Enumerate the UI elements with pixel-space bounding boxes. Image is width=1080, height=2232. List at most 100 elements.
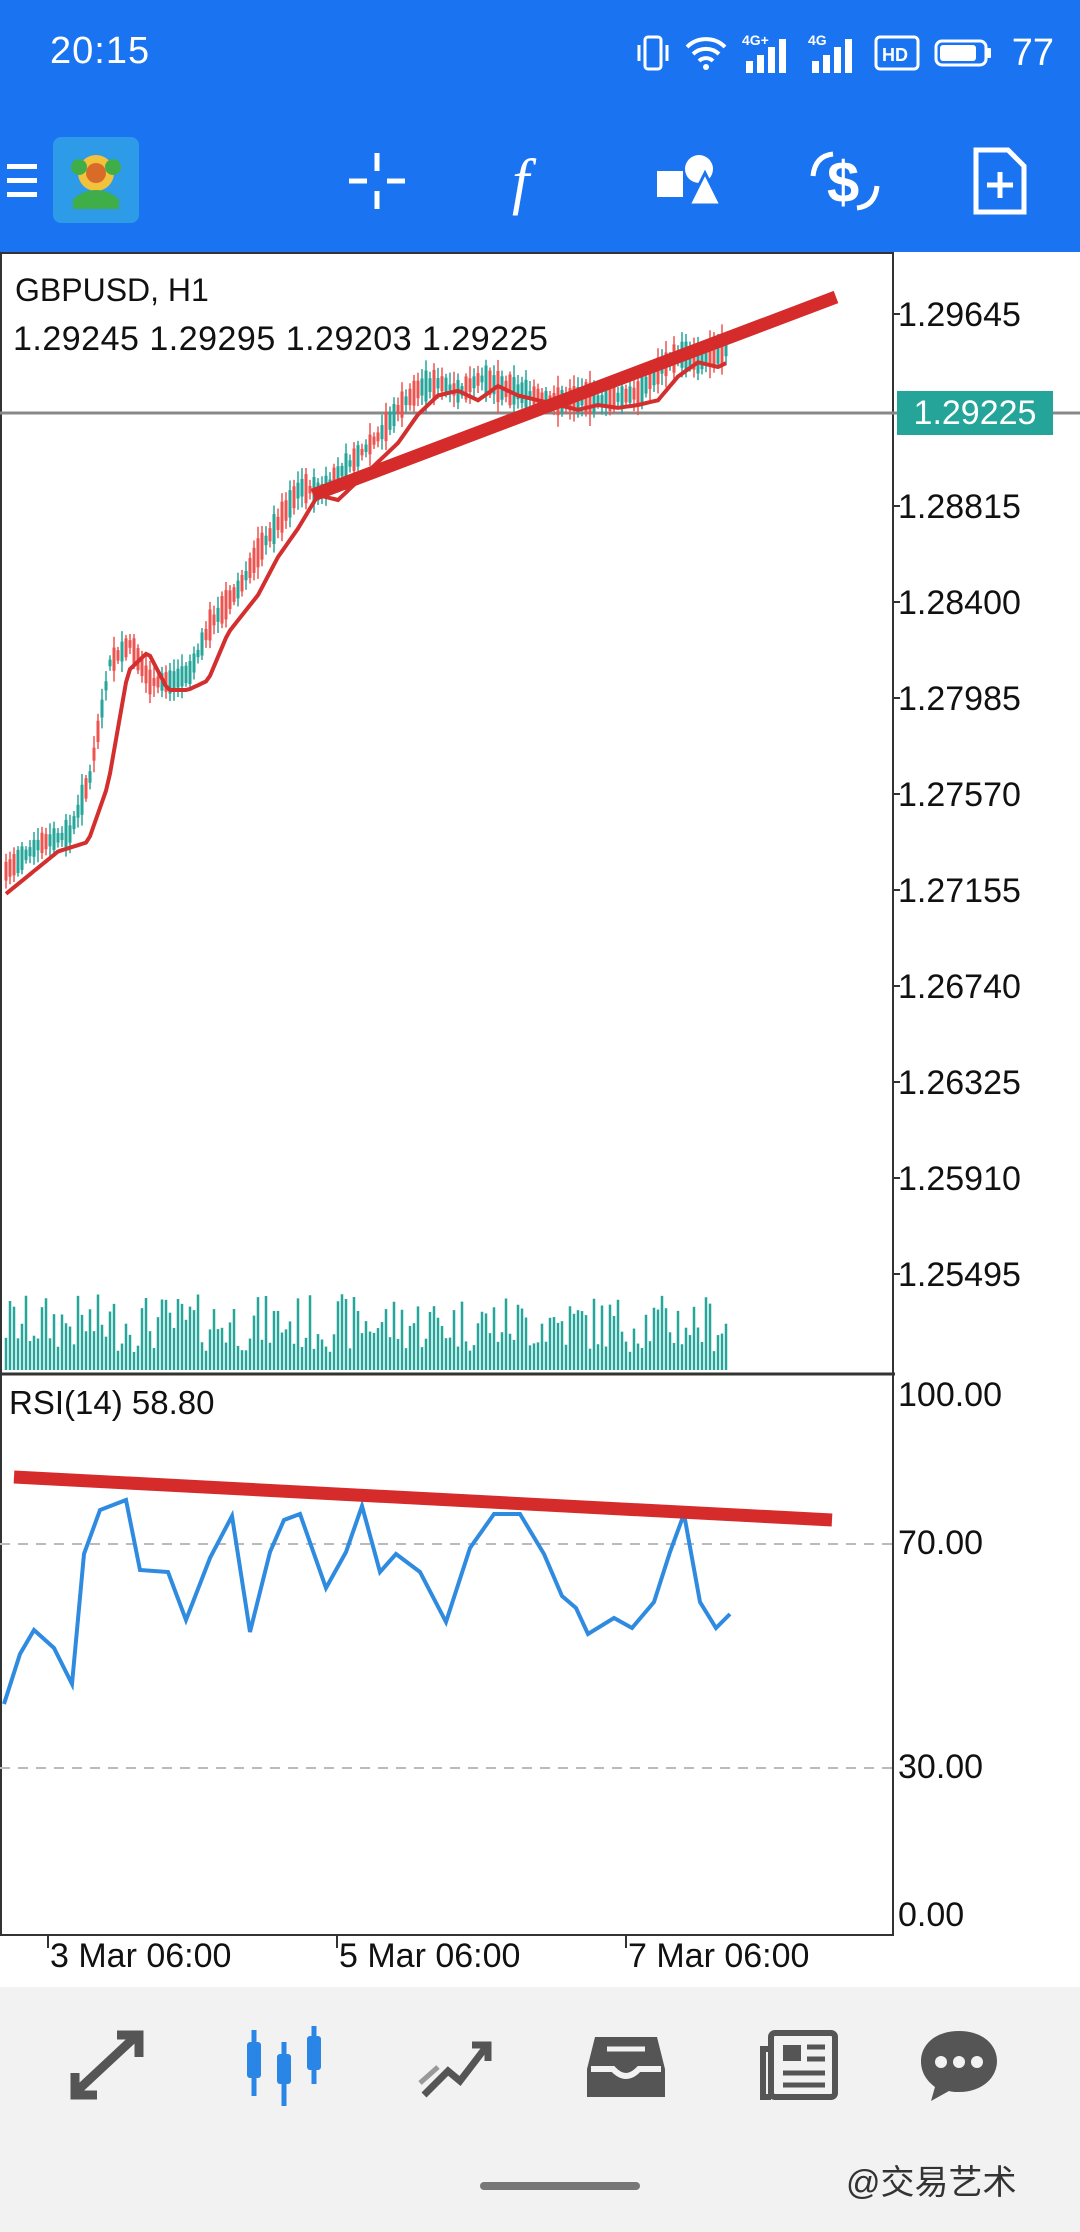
candle-body	[636, 381, 640, 405]
candle-body	[188, 661, 192, 684]
candle-body	[60, 832, 64, 841]
candle-body	[628, 386, 632, 403]
candle-body	[588, 382, 592, 415]
candle-body	[248, 558, 252, 578]
price-axis-label: 1.25495	[898, 1256, 1021, 1294]
candle-body	[92, 747, 96, 761]
candle-body	[36, 839, 40, 851]
candle-body	[624, 388, 628, 403]
inbox-nav-icon[interactable]	[571, 2015, 681, 2115]
candle-body	[400, 391, 404, 418]
home-indicator[interactable]	[480, 2182, 640, 2190]
candle-body	[436, 378, 440, 389]
candle-body	[544, 391, 548, 406]
svg-text:f: f	[512, 148, 537, 216]
candle-body	[356, 445, 360, 467]
candle-body	[212, 614, 216, 626]
candle-body	[184, 665, 188, 684]
candle-body	[24, 849, 28, 861]
rsi-divergence-trendline	[13, 1470, 833, 1527]
candle-body	[600, 395, 604, 405]
candle-body	[8, 859, 12, 877]
rsi-axis-label: 100.00	[898, 1376, 1002, 1414]
candle-body	[28, 847, 32, 857]
candle-body	[412, 380, 416, 406]
candle-body	[256, 538, 260, 568]
candle-body	[292, 486, 296, 509]
candle-body	[204, 628, 208, 641]
rsi-line	[2, 1497, 732, 1705]
candle-body	[340, 465, 344, 477]
candle-body	[540, 392, 544, 403]
candle-body	[208, 609, 212, 641]
bottom-navigation: @交易艺术	[0, 1987, 1080, 2232]
chart-nav-icon[interactable]	[228, 2015, 338, 2115]
candle-body	[132, 638, 136, 665]
candle-body	[176, 668, 180, 688]
candle-body	[140, 657, 144, 677]
vibrate-icon	[637, 35, 669, 71]
candle-body	[44, 834, 48, 850]
news-nav-icon[interactable]	[745, 2015, 855, 2115]
candle-body	[64, 819, 68, 851]
crosshair-icon[interactable]	[332, 138, 422, 224]
candle-body	[224, 590, 228, 620]
status-bar: 20:15 4G+ 4G HD 7	[0, 0, 1080, 110]
ohlc-values: 1.29245 1.29295 1.29203 1.29225	[13, 320, 549, 358]
candle-body	[192, 653, 196, 673]
candle-body	[452, 383, 456, 396]
candle-body	[376, 432, 380, 442]
candle-body	[528, 391, 532, 399]
candle-body	[620, 386, 624, 407]
trade-nav-icon[interactable]	[55, 2015, 165, 2115]
candle-body	[116, 650, 120, 661]
candle-body	[104, 681, 108, 691]
candle-body	[12, 854, 16, 876]
candle-body	[424, 370, 428, 402]
candle-body	[124, 638, 128, 658]
signal-4g-icon: 4G	[808, 32, 852, 73]
candle-body	[272, 514, 276, 545]
history-nav-icon[interactable]	[400, 2015, 510, 2115]
candle-body	[364, 444, 368, 453]
candle-body	[48, 834, 52, 847]
candle-body	[724, 342, 728, 357]
candle-body	[68, 825, 72, 843]
candle-body	[512, 377, 516, 405]
candle-body	[420, 378, 424, 396]
chat-nav-icon[interactable]	[905, 2015, 1015, 2115]
candle-body	[704, 346, 708, 366]
price-axis-label: 1.28400	[898, 584, 1021, 622]
battery-level: 77	[1011, 31, 1054, 74]
candle-body	[120, 641, 124, 662]
candle-body	[428, 378, 432, 393]
candle-body	[180, 666, 184, 687]
indicators-icon[interactable]: f	[487, 138, 577, 224]
price-axis-label: 1.25910	[898, 1160, 1021, 1198]
candle-body	[716, 337, 720, 364]
price-axis-label: 1.27155	[898, 872, 1021, 910]
candle-body	[352, 448, 356, 471]
candle-body	[360, 448, 364, 456]
candle-body	[712, 336, 716, 369]
rsi-axis-label: 70.00	[898, 1524, 984, 1562]
chart-area[interactable]: GBPUSD, H1 1.29245 1.29295 1.29203 1.292…	[0, 252, 1080, 1987]
candle-body	[416, 380, 420, 399]
candle-body	[96, 720, 100, 743]
objects-icon[interactable]	[643, 138, 733, 224]
trade-icon[interactable]: $	[800, 138, 890, 224]
candle-body	[612, 386, 616, 410]
menu-icon[interactable]	[0, 138, 62, 224]
app-logo[interactable]	[52, 136, 140, 224]
candle-body	[128, 640, 132, 648]
candle-body	[464, 376, 468, 400]
candle-body	[592, 385, 596, 413]
candle-body	[168, 670, 172, 694]
candle-body	[148, 669, 152, 695]
svg-text:HD: HD	[882, 45, 908, 65]
candle-body	[492, 375, 496, 395]
candle-body	[652, 365, 656, 386]
candle-body	[200, 632, 204, 656]
candle-body	[480, 375, 484, 383]
new-order-icon[interactable]	[955, 138, 1045, 224]
